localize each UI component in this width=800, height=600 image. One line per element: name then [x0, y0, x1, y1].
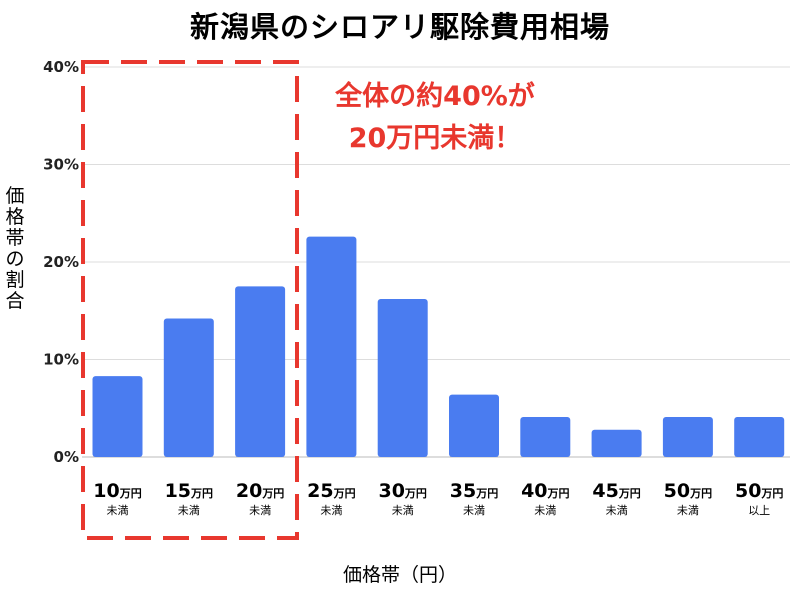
x-tick-sublabel: 未満 — [178, 504, 200, 517]
bar — [235, 286, 286, 457]
x-tick-label: 45万円 — [592, 480, 640, 502]
x-tick-label: 10万円 — [93, 480, 141, 502]
x-tick-sublabel: 未満 — [320, 504, 342, 517]
y-tick-label: 40% — [43, 58, 79, 76]
x-tick-label: 50万円 — [735, 480, 783, 502]
bar — [449, 394, 499, 457]
x-axis-label: 価格帯（円） — [342, 564, 457, 586]
chart-title: 新潟県のシロアリ駆除費用相場 — [189, 10, 610, 44]
x-tick-sublabel: 未満 — [463, 504, 485, 517]
x-tick-sublabel: 未満 — [677, 504, 699, 517]
bar — [377, 299, 428, 457]
x-tick-label: 35万円 — [450, 480, 498, 502]
x-tick-label: 25万円 — [307, 480, 355, 502]
x-tick-label: 40万円 — [521, 480, 569, 502]
x-tick-label: 50万円 — [664, 480, 712, 502]
bar — [591, 429, 642, 457]
x-tick-sublabel: 未満 — [392, 504, 414, 517]
annotation-line-1: 全体の約40%が — [335, 81, 535, 112]
x-tick-sublabel: 未満 — [107, 504, 129, 517]
y-tick-label: 20% — [43, 253, 79, 271]
y-tick-label: 30% — [43, 156, 79, 174]
annotation: 全体の約40%が 20万円未満！ — [305, 76, 565, 160]
bar — [92, 376, 143, 457]
x-tick-sublabel: 未満 — [249, 504, 271, 517]
x-tick-label: 15万円 — [165, 480, 213, 502]
bar — [662, 417, 713, 457]
y-tick-label: 10% — [43, 351, 79, 369]
x-tick-sublabel: 未満 — [606, 504, 628, 517]
x-tick-label: 20万円 — [236, 480, 284, 502]
annotation-line-2: 20万円未満！ — [348, 123, 522, 154]
highlight-box — [81, 60, 299, 540]
bar — [520, 417, 571, 457]
y-axis-ticks: 0% 10% 20% 30% 40% — [43, 58, 79, 466]
x-tick-sublabel: 以上 — [748, 504, 770, 517]
x-tick-sublabel: 未満 — [534, 504, 556, 517]
y-axis-label: 価格帯の割合 — [5, 185, 25, 312]
x-tick-label: 30万円 — [378, 480, 426, 502]
bars — [92, 236, 785, 457]
y-tick-label: 0% — [54, 448, 79, 466]
bar — [306, 236, 357, 457]
bar — [163, 318, 214, 457]
bar — [734, 417, 785, 457]
